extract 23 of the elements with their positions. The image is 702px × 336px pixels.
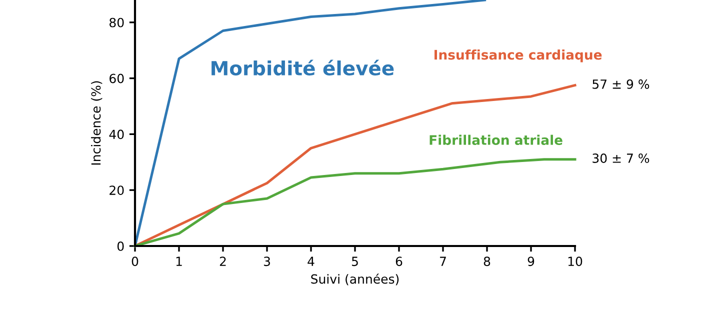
- x-tick-label: 1: [176, 256, 182, 266]
- y-tick-label: 60: [110, 74, 124, 84]
- x-tick-label: 5: [352, 256, 358, 266]
- series-label: Fibrillation atriale: [430, 134, 562, 145]
- text: Insuffisance cardiaque: [434, 50, 602, 62]
- x-tick-label: 0: [132, 256, 138, 266]
- x-tick-label: 9: [528, 256, 534, 266]
- x-tick-label: 10: [568, 256, 582, 266]
- x-tick-label: 4: [308, 256, 314, 266]
- annotation: 57 ± 9 %: [592, 79, 650, 89]
- y-tick-label: 0: [117, 241, 124, 251]
- annotation: 30 ± 7 %: [592, 154, 650, 163]
- y-tick-label: 20: [110, 186, 124, 196]
- y-tick-label: 40: [109, 130, 124, 140]
- x-tick-label: 2: [220, 256, 226, 266]
- x-axis-title: Suivi (années): [311, 274, 399, 286]
- series-label: Morbidité élevée: [212, 60, 394, 76]
- x-tick-label: 8: [484, 256, 490, 266]
- y-axis-title: Incidence (%): [91, 81, 102, 165]
- x-tick-label: 6: [396, 256, 402, 266]
- x-tick-label: 3: [264, 256, 270, 266]
- x-tick-label: 7: [440, 256, 446, 266]
- y-tick-label: 80: [110, 18, 124, 28]
